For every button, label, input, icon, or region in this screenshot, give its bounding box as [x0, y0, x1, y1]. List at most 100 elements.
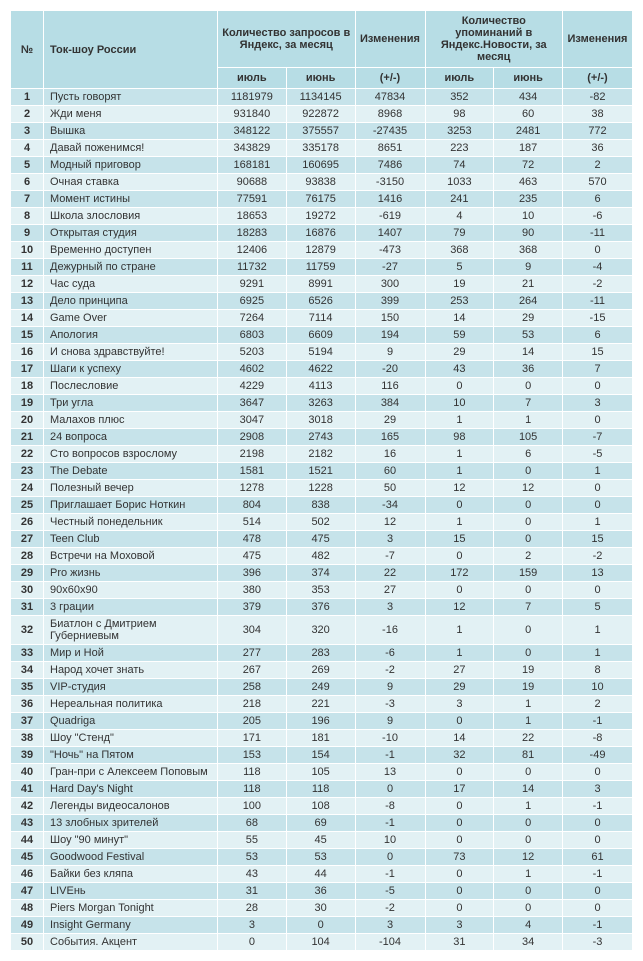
cell-mentions-june: 105: [494, 429, 563, 446]
cell-queries-june: 3018: [286, 412, 355, 429]
cell-name: Пусть говорят: [44, 89, 218, 106]
cell-num: 43: [11, 815, 44, 832]
cell-name: Goodwood Festival: [44, 849, 218, 866]
cell-queries-june: 108: [286, 798, 355, 815]
cell-mentions-delta: 0: [563, 883, 633, 900]
cell-queries-delta: -473: [355, 242, 425, 259]
cell-mentions-july: 241: [425, 191, 494, 208]
cell-mentions-delta: -1: [563, 713, 633, 730]
cell-queries-june: 3263: [286, 395, 355, 412]
cell-queries-delta: 16: [355, 446, 425, 463]
cell-name: "Ночь" на Пятом: [44, 747, 218, 764]
cell-mentions-june: 187: [494, 140, 563, 157]
cell-name: Временно доступен: [44, 242, 218, 259]
cell-mentions-july: 29: [425, 679, 494, 696]
cell-queries-june: 181: [286, 730, 355, 747]
cell-queries-delta: 50: [355, 480, 425, 497]
cell-mentions-july: 59: [425, 327, 494, 344]
cell-name: Piers Morgan Tonight: [44, 900, 218, 917]
cell-queries-june: 353: [286, 582, 355, 599]
cell-queries-june: 482: [286, 548, 355, 565]
cell-queries-june: 6526: [286, 293, 355, 310]
cell-num: 4: [11, 140, 44, 157]
cell-mentions-delta: 6: [563, 191, 633, 208]
cell-num: 40: [11, 764, 44, 781]
cell-queries-july: 55: [218, 832, 287, 849]
cell-queries-july: 68: [218, 815, 287, 832]
cell-num: 6: [11, 174, 44, 191]
cell-queries-june: 36: [286, 883, 355, 900]
cell-mentions-july: 15: [425, 531, 494, 548]
table-row: 38Шоу "Стенд"171181-101422-8: [11, 730, 633, 747]
cell-mentions-delta: 570: [563, 174, 633, 191]
cell-queries-june: 502: [286, 514, 355, 531]
cell-mentions-july: 1: [425, 463, 494, 480]
cell-queries-july: 478: [218, 531, 287, 548]
cell-name: Нереальная политика: [44, 696, 218, 713]
cell-queries-july: 9291: [218, 276, 287, 293]
cell-queries-july: 304: [218, 616, 287, 645]
cell-queries-july: 18653: [218, 208, 287, 225]
cell-queries-july: 380: [218, 582, 287, 599]
cell-mentions-july: 253: [425, 293, 494, 310]
cell-name: Честный понедельник: [44, 514, 218, 531]
table-row: 10Временно доступен1240612879-4733683680: [11, 242, 633, 259]
cell-num: 16: [11, 344, 44, 361]
cell-queries-july: 5203: [218, 344, 287, 361]
table-row: 3090x60x9038035327000: [11, 582, 633, 599]
cell-queries-delta: 13: [355, 764, 425, 781]
table-row: 47LIVEнь3136-5000: [11, 883, 633, 900]
cell-queries-june: 93838: [286, 174, 355, 191]
cell-mentions-june: 34: [494, 934, 563, 951]
cell-mentions-june: 53: [494, 327, 563, 344]
cell-num: 13: [11, 293, 44, 310]
table-row: 8Школа злословия1865319272-619410-6: [11, 208, 633, 225]
cell-mentions-july: 0: [425, 764, 494, 781]
table-header: № Ток-шоу России Количество запросов в Я…: [11, 11, 633, 89]
cell-queries-delta: 0: [355, 849, 425, 866]
cell-mentions-june: 159: [494, 565, 563, 582]
cell-queries-july: 514: [218, 514, 287, 531]
cell-num: 19: [11, 395, 44, 412]
cell-num: 8: [11, 208, 44, 225]
cell-mentions-june: 90: [494, 225, 563, 242]
cell-num: 2: [11, 106, 44, 123]
cell-queries-delta: -6: [355, 645, 425, 662]
cell-queries-july: 348122: [218, 123, 287, 140]
cell-mentions-delta: -1: [563, 866, 633, 883]
cell-name: Мир и Ной: [44, 645, 218, 662]
cell-mentions-july: 19: [425, 276, 494, 293]
cell-mentions-delta: 2: [563, 696, 633, 713]
cell-mentions-delta: 10: [563, 679, 633, 696]
cell-num: 15: [11, 327, 44, 344]
cell-mentions-june: 0: [494, 645, 563, 662]
cell-mentions-delta: 7: [563, 361, 633, 378]
cell-mentions-delta: -8: [563, 730, 633, 747]
cell-name: Народ хочет знать: [44, 662, 218, 679]
cell-mentions-delta: 772: [563, 123, 633, 140]
cell-name: 13 злобных зрителей: [44, 815, 218, 832]
cell-mentions-july: 0: [425, 798, 494, 815]
cell-name: Послесловие: [44, 378, 218, 395]
cell-num: 36: [11, 696, 44, 713]
cell-queries-june: 838: [286, 497, 355, 514]
table-row: 17Шаги к успеху46024622-2043367: [11, 361, 633, 378]
cell-mentions-july: 352: [425, 89, 494, 106]
cell-num: 29: [11, 565, 44, 582]
cell-num: 39: [11, 747, 44, 764]
cell-queries-delta: 12: [355, 514, 425, 531]
cell-mentions-july: 79: [425, 225, 494, 242]
cell-name: Pro жизнь: [44, 565, 218, 582]
cell-mentions-july: 3253: [425, 123, 494, 140]
cell-mentions-delta: 5: [563, 599, 633, 616]
cell-mentions-delta: 0: [563, 378, 633, 395]
cell-mentions-july: 3: [425, 696, 494, 713]
cell-mentions-june: 9: [494, 259, 563, 276]
cell-mentions-delta: -1: [563, 798, 633, 815]
cell-num: 26: [11, 514, 44, 531]
cell-queries-delta: -2: [355, 900, 425, 917]
cell-mentions-delta: 0: [563, 497, 633, 514]
cell-mentions-july: 27: [425, 662, 494, 679]
cell-mentions-delta: -82: [563, 89, 633, 106]
table-row: 33Мир и Ной277283-6101: [11, 645, 633, 662]
